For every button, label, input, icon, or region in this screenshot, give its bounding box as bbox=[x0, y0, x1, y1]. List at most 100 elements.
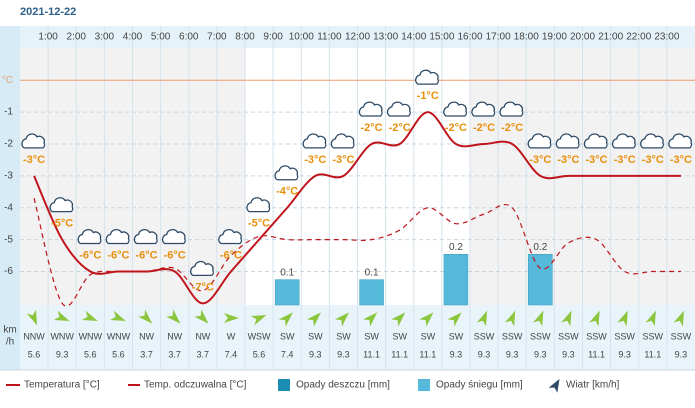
weather-icon bbox=[77, 229, 102, 245]
legend-label: Opady śniegu [mm] bbox=[436, 380, 523, 391]
wind-direction: SSW bbox=[558, 331, 579, 341]
wind-arrow bbox=[419, 312, 434, 327]
weather-icon bbox=[21, 133, 46, 149]
wind-speed: 5.6 bbox=[112, 349, 125, 359]
wind-arrow bbox=[334, 312, 350, 327]
wind-speed: 3.7 bbox=[140, 349, 153, 359]
wind-direction: WNW bbox=[79, 331, 103, 341]
wind-direction: NNW bbox=[23, 331, 45, 341]
temperature-line bbox=[33, 111, 681, 305]
hour-label: 4:00 bbox=[123, 32, 143, 43]
wind-speed: 9.3 bbox=[506, 349, 519, 359]
hour-label: 19:00 bbox=[542, 32, 567, 43]
temperature-label: -4°C bbox=[276, 186, 298, 198]
weather-icon bbox=[218, 229, 243, 245]
y-tick-label: -2 bbox=[4, 139, 13, 150]
temperature-label: -6°C bbox=[220, 249, 242, 261]
wind-direction: WSW bbox=[248, 331, 271, 341]
legend-label: Temp. odczuwalna [°C] bbox=[144, 380, 247, 391]
hour-label: 13:00 bbox=[373, 32, 398, 43]
precip-label: 0.2 bbox=[449, 242, 463, 253]
weather-icon bbox=[49, 197, 74, 213]
wind-direction: NW bbox=[195, 331, 210, 341]
y-tick-label: °C bbox=[2, 75, 13, 86]
wind-speed: 5.6 bbox=[84, 349, 97, 359]
wind-arrow bbox=[166, 309, 181, 324]
weather-icon bbox=[302, 133, 327, 149]
wind-direction: SW bbox=[392, 331, 407, 341]
wind-speed: 9.3 bbox=[562, 349, 575, 359]
wind-speed: 9.3 bbox=[478, 349, 491, 359]
weather-icon bbox=[133, 229, 158, 245]
wind-speed: 7.4 bbox=[225, 349, 238, 359]
temperature-label: -6°C bbox=[79, 249, 101, 261]
y-tick-label: -1 bbox=[4, 107, 13, 118]
hour-label: 5:00 bbox=[151, 32, 171, 43]
temperature-label: -1°C bbox=[417, 90, 439, 102]
wind-arrow bbox=[81, 310, 98, 322]
wind-arrow bbox=[306, 312, 321, 327]
hour-label: 20:00 bbox=[570, 32, 595, 43]
hour-label: 12:00 bbox=[345, 32, 370, 43]
wind-direction: SW bbox=[280, 331, 295, 341]
wind-speed: 9.3 bbox=[56, 349, 69, 359]
hour-label: 10:00 bbox=[289, 32, 314, 43]
temperature-label: -5°C bbox=[248, 218, 270, 230]
wind-direction: SW bbox=[364, 331, 379, 341]
wind-speed: 3.7 bbox=[168, 349, 181, 359]
hour-label: 8:00 bbox=[235, 32, 255, 43]
wind-speed: 5.6 bbox=[28, 349, 41, 359]
hour-label: 7:00 bbox=[207, 32, 227, 43]
wind-arrow bbox=[250, 314, 267, 326]
legend-swatch bbox=[548, 378, 560, 393]
wind-arrow bbox=[53, 310, 70, 322]
wind-arrow bbox=[138, 309, 153, 324]
weather-icon bbox=[583, 133, 608, 149]
temperature-label: -2°C bbox=[361, 122, 383, 134]
wind-arrow bbox=[617, 310, 628, 327]
wind-speed: 9.3 bbox=[534, 349, 547, 359]
legend-label: Temperatura [°C] bbox=[24, 380, 100, 391]
temperature-label: -3°C bbox=[614, 154, 636, 166]
temperature-label: -3°C bbox=[642, 154, 664, 166]
hour-label: 9:00 bbox=[263, 32, 283, 43]
wind-direction: SW bbox=[449, 331, 464, 341]
precip-label: 0.1 bbox=[365, 267, 379, 278]
wind-direction: SW bbox=[421, 331, 436, 341]
precip-bar bbox=[274, 279, 300, 306]
weather-icon bbox=[640, 133, 664, 149]
wind-direction: SSW bbox=[530, 331, 551, 341]
wind-speed: 9.3 bbox=[618, 349, 631, 359]
weather-icon bbox=[105, 229, 130, 245]
wind-arrow bbox=[533, 310, 544, 327]
wind-direction: SW bbox=[336, 331, 351, 341]
wind-arrow bbox=[110, 310, 126, 322]
temperature-label: -3°C bbox=[332, 154, 354, 166]
weather-icon bbox=[161, 229, 186, 245]
temperature-label: -6°C bbox=[107, 249, 129, 261]
weather-icon bbox=[415, 69, 439, 85]
precip-label: 0.1 bbox=[280, 267, 294, 278]
temperature-label: -2°C bbox=[445, 122, 467, 134]
wind-direction: SSW bbox=[474, 331, 495, 341]
wind-direction: W bbox=[227, 331, 236, 341]
wind-direction: SSW bbox=[502, 331, 523, 341]
wind-speed: 11.1 bbox=[363, 349, 380, 359]
temperature-label: -3°C bbox=[304, 154, 326, 166]
wind-arrow bbox=[673, 310, 684, 327]
weather-icon bbox=[274, 165, 299, 181]
wind-speed: 5.6 bbox=[253, 349, 266, 359]
wind-speed: 11.1 bbox=[419, 349, 436, 359]
hour-label: 1:00 bbox=[38, 32, 58, 43]
y-tick-label: -5 bbox=[4, 234, 13, 245]
temperature-label: -3°C bbox=[529, 154, 551, 166]
weather-icon bbox=[330, 133, 355, 149]
legend-label: Opady deszczu [mm] bbox=[296, 380, 390, 391]
wind-speed: 9.3 bbox=[450, 349, 463, 359]
wind-arrow bbox=[645, 310, 656, 327]
temperature-label: -3°C bbox=[557, 154, 579, 166]
weather-icon bbox=[499, 101, 524, 117]
wind-direction: NW bbox=[167, 331, 182, 341]
